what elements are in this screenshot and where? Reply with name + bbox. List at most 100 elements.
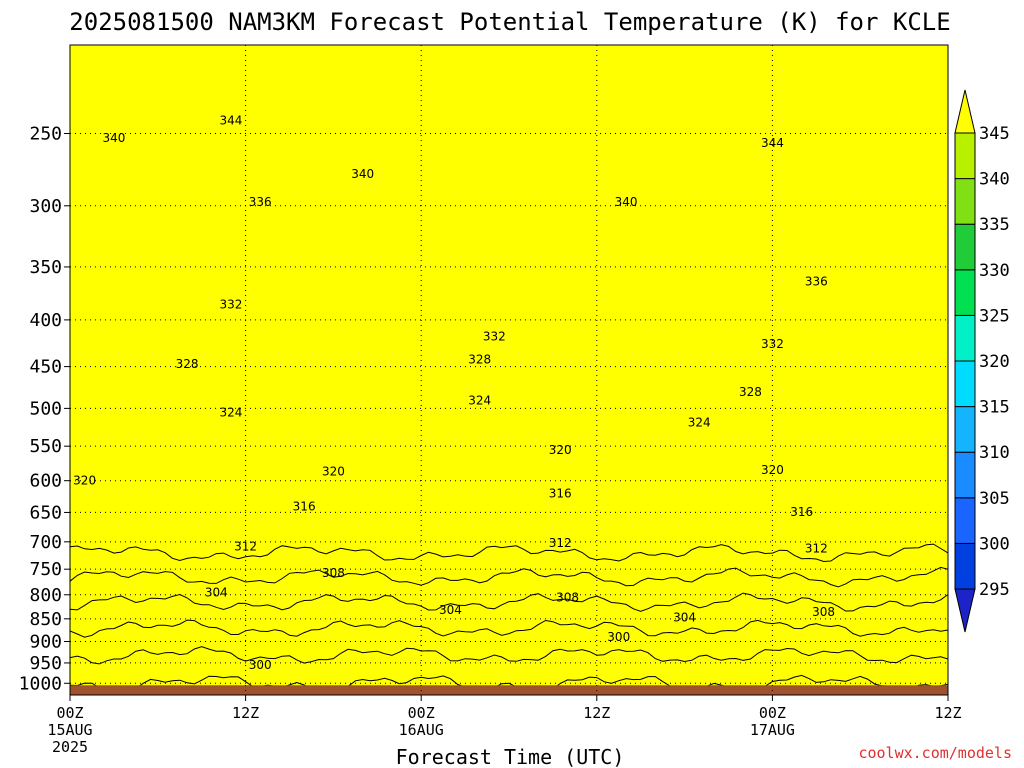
contour-label: 300	[249, 658, 272, 672]
x-axis-label: Forecast Time (UTC)	[396, 745, 625, 768]
y-tick-label: 1000	[19, 673, 62, 694]
contour-label: 328	[468, 352, 491, 366]
y-tick-label: 300	[29, 196, 62, 217]
colorbar-tick-label: 345	[979, 124, 1010, 144]
contour-318	[70, 698, 948, 715]
contour-labels: 344 340 340 344 340 336 336 332 332 332 328 328 328 3…	[73, 114, 835, 672]
contour-328	[70, 697, 948, 715]
contour-330	[70, 698, 948, 715]
contour-lines	[70, 543, 948, 717]
band-315	[70, 697, 948, 735]
colorbar-segment	[954, 269, 976, 316]
contour-label: 324	[220, 405, 243, 419]
x-tick-label: 15AUG	[47, 721, 92, 739]
y-tick-label: 850	[29, 609, 62, 630]
colorbar-tick-label: 340	[979, 170, 1010, 190]
contour-320	[70, 698, 948, 714]
y-tick-label: 700	[29, 532, 62, 553]
colorbar-segment	[954, 360, 976, 408]
y-tick-label: 350	[29, 257, 62, 278]
contour-350	[70, 619, 948, 638]
filled-contours	[70, 45, 948, 736]
y-tick-label: 400	[29, 310, 62, 331]
contour-314	[70, 697, 948, 716]
ground-fill	[70, 685, 948, 695]
contour-label: 316	[790, 505, 813, 519]
band-300	[70, 697, 948, 735]
band-320	[70, 698, 948, 735]
colorbar-segment	[954, 178, 976, 225]
colorbar-tick-label: 295	[979, 580, 1010, 600]
contour-308	[70, 697, 948, 717]
axes: 2503003504004505005506006507007508008509…	[19, 44, 962, 756]
y-tick-label: 750	[29, 559, 62, 580]
colorbar-tick-label: 320	[979, 352, 1010, 372]
colorbar-tick-label: 335	[979, 215, 1010, 235]
contour-label: 324	[688, 415, 711, 429]
colorbar-segment	[954, 406, 976, 453]
contour-356	[70, 543, 948, 563]
credit-text: coolwx.com/models	[858, 744, 1012, 762]
contour-336	[70, 697, 948, 716]
contour-label: 320	[322, 464, 345, 478]
colorbar-segment	[954, 451, 976, 499]
contour-label: 320	[549, 443, 572, 457]
contour-label: 308	[322, 566, 345, 580]
contour-label: 324	[468, 393, 491, 407]
contour-label: 340	[615, 195, 638, 209]
contour-340	[70, 697, 948, 716]
contour-label: 312	[549, 536, 572, 550]
colorbar: 295 300 305 310 315 320 325 330 335 340 345	[954, 89, 1010, 633]
contour-346	[70, 674, 948, 693]
x-tick-label: 00Z	[759, 704, 786, 722]
contour-label: 300	[607, 630, 630, 644]
contour-label: 312	[234, 539, 257, 553]
contour-label: 316	[293, 499, 316, 513]
contour-label: 336	[805, 274, 828, 288]
y-tick-label: 550	[29, 436, 62, 457]
contour-label: 304	[439, 603, 462, 617]
colorbar-tick-label: 300	[979, 534, 1010, 554]
band-335	[70, 697, 948, 736]
band-top	[70, 45, 948, 695]
contour-342	[70, 697, 948, 716]
colorbar-top-arrow	[954, 89, 976, 134]
x-tick-label: 12Z	[232, 704, 259, 722]
band-345	[157, 689, 877, 695]
y-tick-label: 250	[29, 123, 62, 144]
y-tick-label: 900	[29, 631, 62, 652]
contour-310	[70, 697, 948, 715]
contour-338	[70, 698, 948, 715]
y-tick-label: 800	[29, 585, 62, 606]
plot-frame	[69, 44, 949, 696]
y-tick-label: 650	[29, 502, 62, 523]
colorbar-segment	[954, 542, 976, 590]
y-tick-label: 450	[29, 357, 62, 378]
contour-326	[70, 697, 948, 716]
band-330	[70, 698, 948, 735]
contour-302	[70, 697, 948, 716]
x-tick-label: 12Z	[934, 704, 961, 722]
contour-label: 344	[220, 114, 243, 128]
colorbar-segment	[954, 314, 976, 362]
contour-label: 308	[556, 590, 579, 604]
contour-label: 344	[761, 136, 784, 150]
contour-label: 328	[739, 385, 762, 399]
contour-label: 308	[812, 605, 835, 619]
band-310	[70, 697, 948, 735]
contour-354	[70, 566, 948, 588]
contour-label: 332	[761, 337, 784, 351]
contour-348	[70, 646, 948, 665]
colorbar-segment	[954, 497, 976, 544]
contour-label: 304	[673, 610, 696, 624]
contour-label: 320	[73, 474, 96, 488]
colorbar-tick-label: 315	[979, 398, 1010, 418]
colorbar-bottom-arrow	[954, 588, 976, 633]
contour-304	[70, 698, 948, 715]
contour-label: 340	[351, 167, 374, 181]
contour-label: 316	[549, 487, 572, 501]
contour-label: 320	[761, 463, 784, 477]
contour-352	[70, 592, 948, 612]
chart-title: 2025081500 NAM3KM Forecast Potential Tem…	[69, 8, 950, 36]
